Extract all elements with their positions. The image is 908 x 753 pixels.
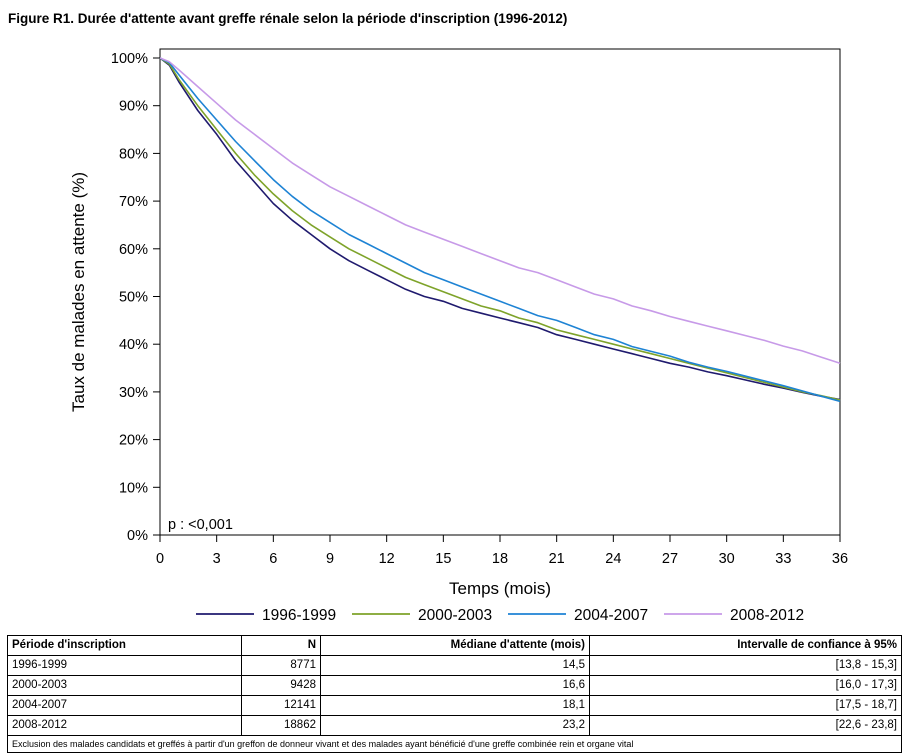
table-row: 2000-2003 9428 16,6 [16,0 - 17,3] (7, 675, 902, 696)
series-line-2008-2012 (159, 57, 841, 365)
header-median: Médiane d'attente (mois) (320, 635, 590, 656)
cell-period: 1996-1999 (7, 655, 242, 676)
y-axis-title: Taux de malades en attente (%) (69, 172, 88, 412)
x-tick-label: 3 (213, 551, 221, 567)
table-row: 2008-2012 18862 23,2 [22,6 - 23,8] (7, 715, 902, 736)
table-row: 1996-1999 8771 14,5 [13,8 - 15,3] (7, 655, 902, 676)
legend: 1996-1999 2000-2003 2004-2007 2008-2012 (196, 607, 804, 624)
legend-label: 2000-2003 (418, 607, 492, 624)
series-line-1996-1999 (159, 57, 841, 401)
header-ci: Intervalle de confiance à 95% (589, 635, 902, 656)
cell-median: 23,2 (320, 715, 590, 736)
y-tick-label: 60% (119, 242, 148, 258)
cell-median: 18,1 (320, 695, 590, 716)
y-tick-label: 50% (119, 290, 148, 306)
cell-period: 2000-2003 (7, 675, 242, 696)
x-tick-label: 21 (549, 551, 565, 567)
summary-table: Période d'inscription N Médiane d'attent… (7, 635, 902, 753)
cell-n: 12141 (241, 695, 321, 716)
y-tick-label: 70% (119, 194, 148, 210)
y-tick-label: 0% (127, 528, 148, 544)
x-tick-label: 24 (605, 551, 621, 567)
legend-label: 1996-1999 (262, 607, 336, 624)
y-tick-label: 90% (119, 99, 148, 115)
x-tick-label: 15 (435, 551, 451, 567)
cell-ci: [17,5 - 18,7] (589, 695, 902, 716)
cell-ci: [16,0 - 17,3] (589, 675, 902, 696)
legend-label: 2008-2012 (730, 607, 804, 624)
y-tick-label: 10% (119, 480, 148, 496)
cell-median: 16,6 (320, 675, 590, 696)
cell-period: 2004-2007 (7, 695, 242, 716)
y-tick-label: 40% (119, 337, 148, 353)
x-tick-label: 18 (492, 551, 508, 567)
survival-chart: 0%10%20%30%40%50%60%70%80%90%100% 0 3 6 9 12… (69, 48, 848, 624)
series-line-2000-2003 (159, 57, 841, 401)
cell-n: 9428 (241, 675, 321, 696)
figure-title: Figure R1. Durée d'attente avant greffe … (8, 11, 568, 26)
x-tick-label: 9 (326, 551, 334, 567)
series-curves (159, 57, 841, 403)
x-axis: 0 3 6 9 12 15 18 21 24 27 30 33 36 (156, 535, 848, 567)
x-tick-label: 36 (832, 551, 848, 567)
p-value: p : <0,001 (168, 517, 233, 533)
table-header-row: Période d'inscription N Médiane d'attent… (7, 635, 902, 656)
x-tick-label: 6 (269, 551, 277, 567)
cell-ci: [22,6 - 23,8] (589, 715, 902, 736)
cell-n: 18862 (241, 715, 321, 736)
header-period: Période d'inscription (7, 635, 242, 656)
y-tick-label: 80% (119, 146, 148, 162)
cell-ci: [13,8 - 15,3] (589, 655, 902, 676)
plot-frame (159, 48, 841, 536)
cell-period: 2008-2012 (7, 715, 242, 736)
y-tick-label: 30% (119, 385, 148, 401)
series-line-2004-2007 (159, 57, 841, 403)
y-tick-label: 20% (119, 433, 148, 449)
y-tick-label: 100% (111, 51, 148, 67)
table-row: 2004-2007 12141 18,1 [17,5 - 18,7] (7, 695, 902, 716)
x-tick-label: 0 (156, 551, 164, 567)
header-n: N (241, 635, 321, 656)
x-axis-title: Temps (mois) (449, 579, 551, 598)
x-tick-label: 12 (379, 551, 395, 567)
x-tick-label: 30 (719, 551, 735, 567)
y-axis: 0% 10% 20% 30% 40% 50% 60% 70% 80% 90% 100% (111, 51, 160, 544)
cell-n: 8771 (241, 655, 321, 676)
cell-median: 14,5 (320, 655, 590, 676)
x-tick-label: 27 (662, 551, 678, 567)
x-tick-label: 33 (775, 551, 791, 567)
legend-label: 2004-2007 (574, 607, 648, 624)
